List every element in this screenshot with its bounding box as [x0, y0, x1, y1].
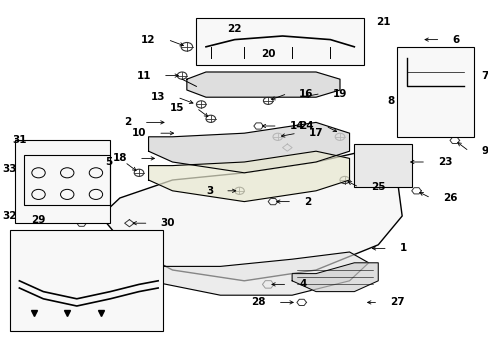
Text: 9: 9 [480, 146, 487, 156]
Text: 21: 21 [375, 17, 389, 27]
Text: 12: 12 [141, 35, 156, 45]
Text: 6: 6 [451, 35, 459, 45]
Polygon shape [186, 72, 339, 97]
Text: 33: 33 [2, 164, 17, 174]
Text: 5: 5 [105, 157, 112, 167]
Text: 17: 17 [308, 128, 323, 138]
Text: 31: 31 [12, 135, 26, 145]
Polygon shape [148, 122, 349, 173]
FancyBboxPatch shape [10, 230, 163, 331]
Polygon shape [101, 151, 401, 281]
Text: 2: 2 [124, 117, 132, 127]
Polygon shape [291, 263, 378, 292]
Text: 20: 20 [260, 49, 275, 59]
Text: 7: 7 [480, 71, 488, 81]
FancyBboxPatch shape [397, 47, 473, 137]
Text: 10: 10 [131, 128, 146, 138]
Text: 27: 27 [389, 297, 404, 307]
Text: 3: 3 [205, 186, 213, 196]
Text: 1: 1 [399, 243, 406, 253]
Polygon shape [120, 252, 368, 295]
Text: 13: 13 [150, 92, 165, 102]
Text: 19: 19 [332, 89, 346, 99]
FancyBboxPatch shape [15, 140, 110, 223]
Text: 28: 28 [251, 297, 265, 307]
Text: 22: 22 [227, 24, 242, 34]
Text: 23: 23 [437, 157, 451, 167]
Text: 14: 14 [289, 121, 304, 131]
Text: 4: 4 [299, 279, 306, 289]
Polygon shape [148, 151, 349, 202]
Text: 25: 25 [370, 182, 385, 192]
FancyBboxPatch shape [354, 144, 411, 187]
Text: 8: 8 [387, 96, 394, 106]
Text: 16: 16 [299, 89, 313, 99]
Text: 30: 30 [160, 218, 175, 228]
Text: 32: 32 [2, 211, 17, 221]
Text: 26: 26 [442, 193, 456, 203]
Text: 2: 2 [304, 197, 311, 207]
Text: 29: 29 [31, 215, 45, 225]
FancyBboxPatch shape [196, 18, 363, 65]
Text: 15: 15 [170, 103, 184, 113]
Bar [24, 155, 110, 205]
Text: 11: 11 [136, 71, 151, 81]
Text: 24: 24 [299, 121, 313, 131]
Text: 18: 18 [112, 153, 127, 163]
